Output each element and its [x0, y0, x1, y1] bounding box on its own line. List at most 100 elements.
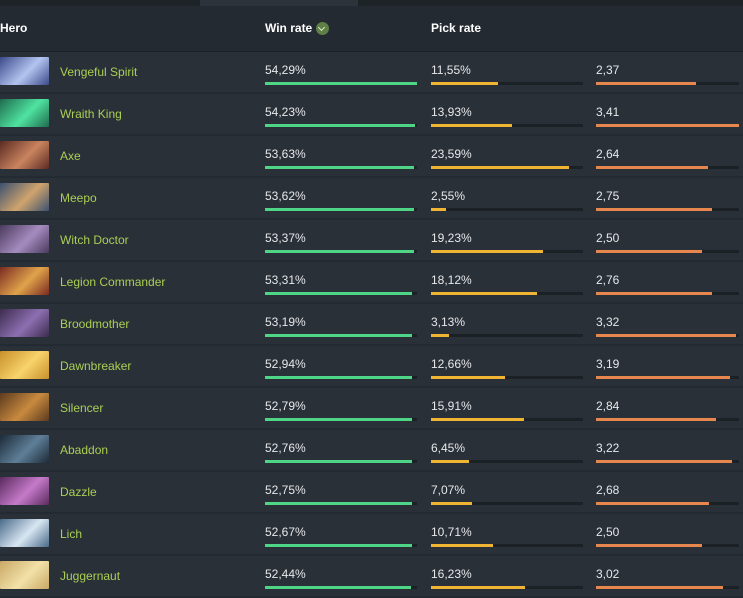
third-stat-bar [596, 208, 712, 211]
win-rate-bar-track [265, 376, 417, 379]
pick-rate-bar-track [431, 376, 583, 379]
pick-rate-bar [431, 586, 526, 589]
pick-rate-value: 15,91% [431, 399, 472, 413]
hero-portrait[interactable] [0, 309, 49, 337]
hero-portrait[interactable] [0, 351, 49, 379]
table-row[interactable]: Vengeful Spirit 54,29% 11,55% 2,37 [0, 52, 743, 92]
win-rate-bar-track [265, 250, 417, 253]
hero-name-link[interactable]: Lich [60, 527, 83, 541]
hero-name-link[interactable]: Broodmother [60, 317, 130, 331]
table-header: Hero Win rate Pick rate [0, 6, 743, 52]
table-row[interactable]: Axe 53,63% 23,59% 2,64 [0, 136, 743, 176]
win-rate-bar-track [265, 460, 417, 463]
hero-portrait[interactable] [0, 225, 49, 253]
table-row[interactable]: Dazzle 52,75% 7,07% 2,68 [0, 472, 743, 512]
win-rate-value: 54,29% [265, 63, 306, 77]
pick-rate-bar-track [431, 166, 583, 169]
pick-rate-value: 19,23% [431, 231, 472, 245]
third-stat-bar [596, 334, 737, 337]
pick-rate-bar [431, 82, 498, 85]
hero-portrait[interactable] [0, 561, 49, 589]
win-rate-bar [265, 124, 416, 127]
hero-portrait[interactable] [0, 267, 49, 295]
third-stat-value: 2,37 [596, 63, 620, 77]
win-rate-value: 52,79% [265, 399, 306, 413]
table-row[interactable]: Lich 52,67% 10,71% 2,50 [0, 514, 743, 554]
win-rate-bar-track [265, 208, 417, 211]
third-stat-bar-track [596, 544, 739, 547]
third-stat-value: 2,50 [596, 231, 620, 245]
active-tab-indicator[interactable] [200, 0, 358, 6]
win-rate-bar [265, 250, 414, 253]
table-row[interactable]: Juggernaut 52,44% 16,23% 3,02 [0, 556, 743, 596]
third-stat-bar-track [596, 292, 739, 295]
win-rate-bar [265, 166, 414, 169]
pick-rate-bar [431, 334, 450, 337]
third-stat-value: 3,32 [596, 315, 620, 329]
table-row[interactable]: Abaddon 52,76% 6,45% 3,22 [0, 430, 743, 470]
hero-name-link[interactable]: Vengeful Spirit [60, 65, 138, 79]
pick-rate-bar-track [431, 334, 583, 337]
third-stat-value: 2,64 [596, 147, 620, 161]
third-stat-bar-track [596, 82, 739, 85]
hero-name-link[interactable]: Silencer [60, 401, 104, 415]
hero-portrait[interactable] [0, 477, 49, 505]
column-header-hero[interactable]: Hero [0, 21, 28, 35]
third-stat-value: 3,02 [596, 567, 620, 581]
hero-portrait[interactable] [0, 183, 49, 211]
win-rate-value: 53,31% [265, 273, 306, 287]
pick-rate-bar-track [431, 502, 583, 505]
table-row[interactable]: Silencer 52,79% 15,91% 2,84 [0, 388, 743, 428]
table-row[interactable]: Wraith King 54,23% 13,93% 3,41 [0, 94, 743, 134]
third-stat-bar-track [596, 124, 739, 127]
third-stat-value: 2,68 [596, 483, 620, 497]
table-row[interactable]: Legion Commander 53,31% 18,12% 2,76 [0, 262, 743, 302]
hero-name-link[interactable]: Meepo [60, 191, 97, 205]
win-rate-label: Win rate [265, 21, 313, 35]
hero-portrait[interactable] [0, 393, 49, 421]
hero-portrait[interactable] [0, 519, 49, 547]
pick-rate-value: 16,23% [431, 567, 472, 581]
chevron-down-icon[interactable] [316, 22, 330, 35]
pick-rate-value: 3,13% [431, 315, 466, 329]
hero-name-link[interactable]: Witch Doctor [60, 233, 129, 247]
hero-name-link[interactable]: Axe [60, 149, 81, 163]
win-rate-bar-track [265, 124, 417, 127]
table-row[interactable]: Meepo 53,62% 2,55% 2,75 [0, 178, 743, 218]
hero-portrait[interactable] [0, 57, 49, 85]
hero-table-body: Vengeful Spirit 54,29% 11,55% 2,37 Wraith Ki… [0, 52, 743, 598]
hero-portrait[interactable] [0, 141, 49, 169]
hero-portrait[interactable] [0, 99, 49, 127]
third-stat-bar-track [596, 502, 739, 505]
table-row[interactable]: Dawnbreaker 52,94% 12,66% 3,19 [0, 346, 743, 386]
third-stat-bar-track [596, 586, 739, 589]
hero-name-link[interactable]: Wraith King [60, 107, 122, 121]
win-rate-bar-track [265, 166, 417, 169]
column-header-pick-rate[interactable]: Pick rate [431, 21, 482, 35]
win-rate-bar-track [265, 334, 417, 337]
hero-name-link[interactable]: Juggernaut [60, 569, 121, 583]
win-rate-bar-track [265, 418, 417, 421]
third-stat-bar [596, 544, 702, 547]
hero-name-link[interactable]: Legion Commander [60, 275, 166, 289]
pick-rate-value: 23,59% [431, 147, 472, 161]
win-rate-value: 54,23% [265, 105, 306, 119]
pick-rate-bar-track [431, 586, 583, 589]
pick-rate-bar-track [431, 82, 583, 85]
pick-rate-bar-track [431, 544, 583, 547]
win-rate-bar-track [265, 82, 417, 85]
hero-name-link[interactable]: Abaddon [60, 443, 109, 457]
pick-rate-bar [431, 502, 473, 505]
pick-rate-value: 13,93% [431, 105, 472, 119]
table-row[interactable]: Broodmother 53,19% 3,13% 3,32 [0, 304, 743, 344]
table-row[interactable]: Witch Doctor 53,37% 19,23% 2,50 [0, 220, 743, 260]
win-rate-bar [265, 334, 413, 337]
column-header-win-rate[interactable]: Win rate [265, 21, 330, 35]
hero-name-link[interactable]: Dawnbreaker [60, 359, 132, 373]
third-stat-value: 2,84 [596, 399, 620, 413]
hero-name-link[interactable]: Dazzle [60, 485, 97, 499]
win-rate-value: 52,67% [265, 525, 306, 539]
pick-rate-value: 7,07% [431, 483, 466, 497]
hero-portrait[interactable] [0, 435, 49, 463]
third-stat-value: 3,22 [596, 441, 620, 455]
